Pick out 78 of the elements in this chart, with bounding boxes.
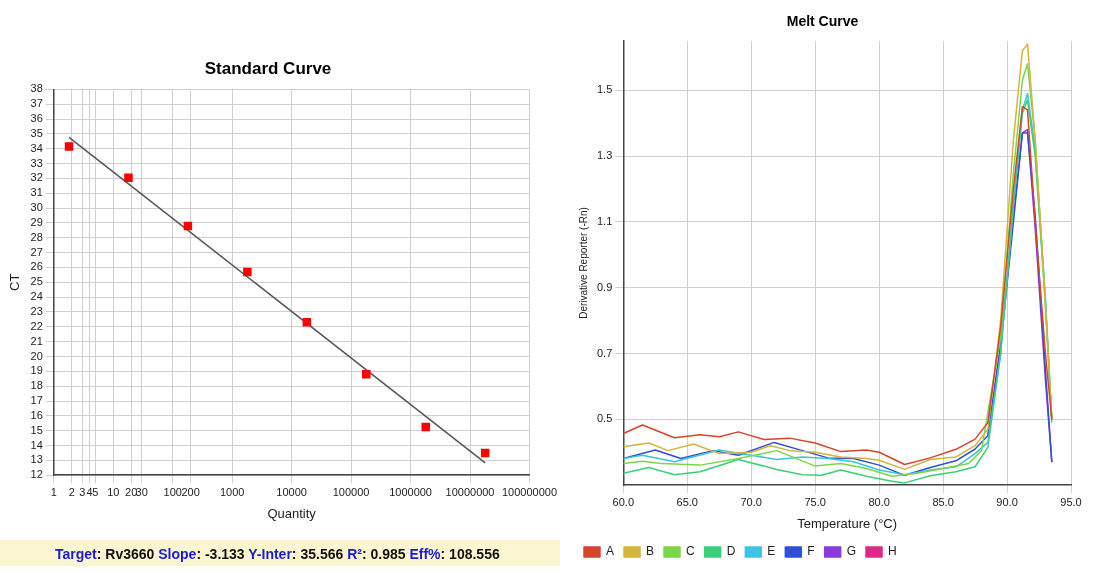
y-tick-label: 34 [30,141,43,154]
y-tick-label: 15 [30,423,43,436]
legend-label: B [646,544,655,559]
x-tick-label: 100000 [332,485,370,498]
x-tick-label: 3 [79,485,86,498]
y-tick-label: 25 [30,275,43,288]
x-tick-label: 30 [135,485,148,498]
y-tick-label: 16 [30,408,43,421]
legend-label: D [726,544,736,559]
legend-label: C [686,544,696,559]
point [243,267,252,277]
legend-label: A [606,544,615,559]
y-tick-label: 21 [30,334,43,347]
x-tick-label: 90.0 [996,495,1018,508]
x-tick-label: 5 [92,485,99,498]
legend-label: G [846,544,857,559]
x-tick-label: 10000 [276,485,307,498]
y-tick-label: 1.1 [596,214,613,227]
y-tick-label: 26 [30,260,43,273]
y-tick-label: 27 [30,245,43,258]
y-tick-label: 14 [30,438,43,451]
y-tick-label: 12 [30,468,43,481]
x-tick-label: 95.0 [1060,495,1082,508]
x-tick-label: 2 [68,485,75,498]
legend-label: F [807,544,815,559]
y-tick-label: 36 [30,112,43,125]
x-tick-label: 65.0 [676,495,698,508]
y-tick-label: 37 [30,97,43,110]
point [124,173,133,182]
y-tick-label: 1.3 [596,149,613,162]
y-tick-label: 38 [30,82,43,95]
y-tick-label: 29 [30,215,43,228]
y-tick-label: 28 [30,230,43,243]
text: Target: Rv3660 Slope: -3.133 Y-Inter: 35.566 R²: 0.985 Eff%: 108.556 [55,546,500,562]
x-tick-label: 4 [86,485,93,498]
y-tick-label: 0.9 [596,280,613,293]
legend-label: E [767,544,776,559]
chart-title: Standard Curve [204,58,332,78]
point [302,318,312,327]
x-tick-label: 60.0 [612,495,634,508]
y-tick-label: 35 [30,126,43,139]
y-tick-label: 22 [30,319,43,332]
y-tick-label: 0.7 [596,346,613,359]
point [362,370,371,379]
x-tick-label: 70.0 [740,495,762,508]
chart-title: Melt Curve [786,13,859,30]
point [64,142,74,151]
y-tick-label: 0.5 [596,412,613,425]
x-tick-label: 200 [181,485,200,498]
y-tick-label: 23 [30,305,43,318]
x-tick-label: 1000 [219,485,245,498]
x-axis-title: Temperature (°C) [797,515,898,531]
y-tick-label: 33 [30,156,43,169]
y-axis-title: Derivative Reporter (-Rn) [577,207,589,319]
y-tick-label: 24 [30,290,43,303]
y-tick-label: 30 [30,201,43,214]
y-tick-label: 13 [30,453,43,466]
y-tick-label: 32 [30,171,43,184]
x-tick-label: 100 [163,485,182,498]
x-tick-label: 1000000 [389,485,432,498]
y-axis-title: CT [7,273,23,291]
x-tick-label: 100000000 [501,485,557,498]
point [421,422,430,432]
x-tick-label: 10000000 [445,485,495,498]
x-tick-label: 20 [125,485,138,498]
legend-label: H [888,544,897,559]
x-tick-label: 75.0 [804,495,826,508]
y-tick-label: 1.5 [596,83,613,96]
y-tick-label: 17 [30,394,43,407]
x-tick-label: 80.0 [868,495,890,508]
x-tick-label: 1 [50,485,57,498]
y-tick-label: 18 [30,379,43,392]
x-axis-title: Quantity [267,505,317,521]
y-tick-label: 31 [30,186,43,199]
x-tick-label: 85.0 [932,495,954,508]
y-tick-label: 20 [30,349,43,362]
y-tick-label: 19 [30,364,43,377]
x-tick-label: 10 [107,485,120,498]
